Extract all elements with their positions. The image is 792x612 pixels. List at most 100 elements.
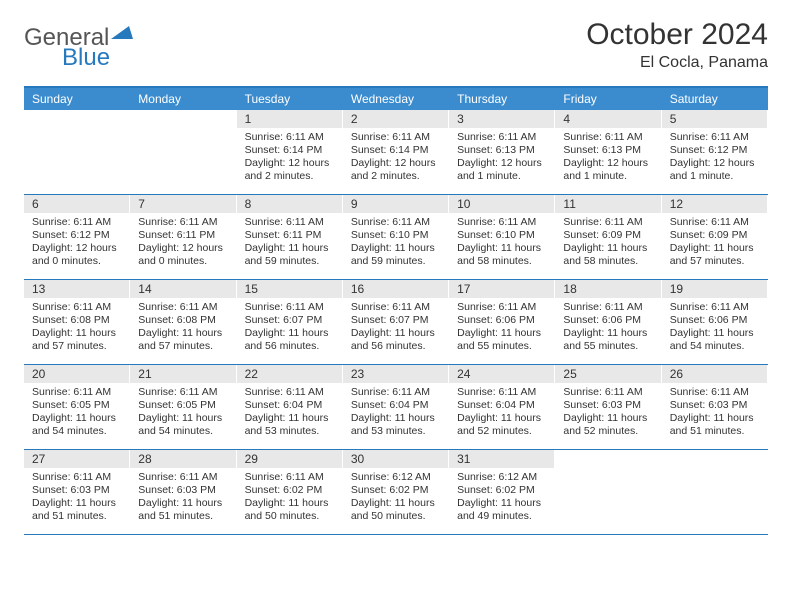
sunrise-text: Sunrise: 6:11 AM	[457, 216, 546, 229]
day-details: Sunrise: 6:11 AMSunset: 6:08 PMDaylight:…	[24, 298, 129, 358]
sunset-text: Sunset: 6:13 PM	[457, 144, 546, 157]
sunset-text: Sunset: 6:04 PM	[245, 399, 334, 412]
sunrise-text: Sunrise: 6:11 AM	[245, 131, 334, 144]
daylight-text: Daylight: 11 hours and 53 minutes.	[351, 412, 440, 438]
title-block: October 2024 El Cocla, Panama	[586, 18, 768, 72]
day-details: Sunrise: 6:11 AMSunset: 6:12 PMDaylight:…	[662, 128, 767, 188]
daylight-text: Daylight: 11 hours and 58 minutes.	[457, 242, 546, 268]
day-number: 22	[237, 365, 342, 383]
sunrise-text: Sunrise: 6:11 AM	[32, 216, 121, 229]
day-number: 4	[555, 110, 660, 128]
calendar-day: 28Sunrise: 6:11 AMSunset: 6:03 PMDayligh…	[130, 450, 236, 534]
daylight-text: Daylight: 11 hours and 54 minutes.	[32, 412, 121, 438]
sunrise-text: Sunrise: 6:11 AM	[670, 386, 759, 399]
sunset-text: Sunset: 6:03 PM	[32, 484, 121, 497]
calendar-day	[555, 450, 661, 534]
sunset-text: Sunset: 6:04 PM	[457, 399, 546, 412]
calendar-day	[130, 110, 236, 194]
day-details: Sunrise: 6:11 AMSunset: 6:06 PMDaylight:…	[555, 298, 660, 358]
day-details: Sunrise: 6:11 AMSunset: 6:11 PMDaylight:…	[130, 213, 235, 273]
sunrise-text: Sunrise: 6:11 AM	[32, 471, 121, 484]
sunset-text: Sunset: 6:05 PM	[32, 399, 121, 412]
sunrise-text: Sunrise: 6:12 AM	[457, 471, 546, 484]
daylight-text: Daylight: 11 hours and 55 minutes.	[563, 327, 652, 353]
sunrise-text: Sunrise: 6:11 AM	[457, 131, 546, 144]
calendar-day: 21Sunrise: 6:11 AMSunset: 6:05 PMDayligh…	[130, 365, 236, 449]
sunrise-text: Sunrise: 6:11 AM	[351, 386, 440, 399]
daylight-text: Daylight: 11 hours and 54 minutes.	[670, 327, 759, 353]
day-number: 31	[449, 450, 554, 468]
calendar-day: 17Sunrise: 6:11 AMSunset: 6:06 PMDayligh…	[449, 280, 555, 364]
day-details: Sunrise: 6:11 AMSunset: 6:11 PMDaylight:…	[237, 213, 342, 273]
calendar-day: 20Sunrise: 6:11 AMSunset: 6:05 PMDayligh…	[24, 365, 130, 449]
daylight-text: Daylight: 11 hours and 56 minutes.	[245, 327, 334, 353]
day-number: 14	[130, 280, 235, 298]
sunrise-text: Sunrise: 6:11 AM	[457, 386, 546, 399]
sunrise-text: Sunrise: 6:11 AM	[138, 386, 227, 399]
daylight-text: Daylight: 11 hours and 50 minutes.	[245, 497, 334, 523]
sunrise-text: Sunrise: 6:11 AM	[351, 301, 440, 314]
day-details: Sunrise: 6:11 AMSunset: 6:08 PMDaylight:…	[130, 298, 235, 358]
daylight-text: Daylight: 12 hours and 0 minutes.	[138, 242, 227, 268]
day-number: 9	[343, 195, 448, 213]
sunrise-text: Sunrise: 6:11 AM	[563, 216, 652, 229]
daylight-text: Daylight: 12 hours and 1 minute.	[563, 157, 652, 183]
calendar-day: 30Sunrise: 6:12 AMSunset: 6:02 PMDayligh…	[343, 450, 449, 534]
day-details: Sunrise: 6:11 AMSunset: 6:10 PMDaylight:…	[449, 213, 554, 273]
day-number: 5	[662, 110, 767, 128]
dayheader-sun: Sunday	[24, 88, 130, 110]
calendar-day: 3Sunrise: 6:11 AMSunset: 6:13 PMDaylight…	[449, 110, 555, 194]
sunset-text: Sunset: 6:07 PM	[245, 314, 334, 327]
calendar-day: 2Sunrise: 6:11 AMSunset: 6:14 PMDaylight…	[343, 110, 449, 194]
daylight-text: Daylight: 11 hours and 52 minutes.	[457, 412, 546, 438]
daylight-text: Daylight: 11 hours and 59 minutes.	[245, 242, 334, 268]
daylight-text: Daylight: 12 hours and 2 minutes.	[351, 157, 440, 183]
daylight-text: Daylight: 11 hours and 59 minutes.	[351, 242, 440, 268]
dayheader-fri: Friday	[555, 88, 661, 110]
sunrise-text: Sunrise: 6:11 AM	[351, 216, 440, 229]
day-number: 15	[237, 280, 342, 298]
daylight-text: Daylight: 11 hours and 52 minutes.	[563, 412, 652, 438]
calendar-day: 18Sunrise: 6:11 AMSunset: 6:06 PMDayligh…	[555, 280, 661, 364]
sunrise-text: Sunrise: 6:11 AM	[351, 131, 440, 144]
day-number: 7	[130, 195, 235, 213]
sunrise-text: Sunrise: 6:11 AM	[563, 131, 652, 144]
dayheader-mon: Monday	[130, 88, 236, 110]
calendar-day: 11Sunrise: 6:11 AMSunset: 6:09 PMDayligh…	[555, 195, 661, 279]
daylight-text: Daylight: 11 hours and 54 minutes.	[138, 412, 227, 438]
day-number: 23	[343, 365, 448, 383]
sunset-text: Sunset: 6:14 PM	[351, 144, 440, 157]
sunrise-text: Sunrise: 6:11 AM	[670, 131, 759, 144]
sunset-text: Sunset: 6:08 PM	[32, 314, 121, 327]
day-number: 17	[449, 280, 554, 298]
logo-triangle-icon	[111, 23, 133, 44]
day-number: 21	[130, 365, 235, 383]
day-number: 26	[662, 365, 767, 383]
sunrise-text: Sunrise: 6:11 AM	[245, 386, 334, 399]
day-number: 3	[449, 110, 554, 128]
day-details: Sunrise: 6:11 AMSunset: 6:02 PMDaylight:…	[237, 468, 342, 528]
sunset-text: Sunset: 6:02 PM	[351, 484, 440, 497]
day-number: 28	[130, 450, 235, 468]
day-details: Sunrise: 6:11 AMSunset: 6:04 PMDaylight:…	[449, 383, 554, 443]
day-number: 8	[237, 195, 342, 213]
sunrise-text: Sunrise: 6:11 AM	[245, 216, 334, 229]
calendar-week: 27Sunrise: 6:11 AMSunset: 6:03 PMDayligh…	[24, 450, 768, 535]
sunset-text: Sunset: 6:03 PM	[138, 484, 227, 497]
sunset-text: Sunset: 6:07 PM	[351, 314, 440, 327]
calendar-day: 27Sunrise: 6:11 AMSunset: 6:03 PMDayligh…	[24, 450, 130, 534]
sunset-text: Sunset: 6:10 PM	[351, 229, 440, 242]
sunrise-text: Sunrise: 6:11 AM	[138, 301, 227, 314]
day-number: 30	[343, 450, 448, 468]
sunset-text: Sunset: 6:09 PM	[670, 229, 759, 242]
calendar-week: 1Sunrise: 6:11 AMSunset: 6:14 PMDaylight…	[24, 110, 768, 195]
calendar-day: 4Sunrise: 6:11 AMSunset: 6:13 PMDaylight…	[555, 110, 661, 194]
day-details: Sunrise: 6:11 AMSunset: 6:05 PMDaylight:…	[24, 383, 129, 443]
sunrise-text: Sunrise: 6:11 AM	[245, 471, 334, 484]
calendar-day: 8Sunrise: 6:11 AMSunset: 6:11 PMDaylight…	[237, 195, 343, 279]
dayheader-sat: Saturday	[662, 88, 768, 110]
sunrise-text: Sunrise: 6:11 AM	[245, 301, 334, 314]
sunrise-text: Sunrise: 6:11 AM	[563, 301, 652, 314]
calendar-week: 6Sunrise: 6:11 AMSunset: 6:12 PMDaylight…	[24, 195, 768, 280]
day-details: Sunrise: 6:11 AMSunset: 6:03 PMDaylight:…	[662, 383, 767, 443]
